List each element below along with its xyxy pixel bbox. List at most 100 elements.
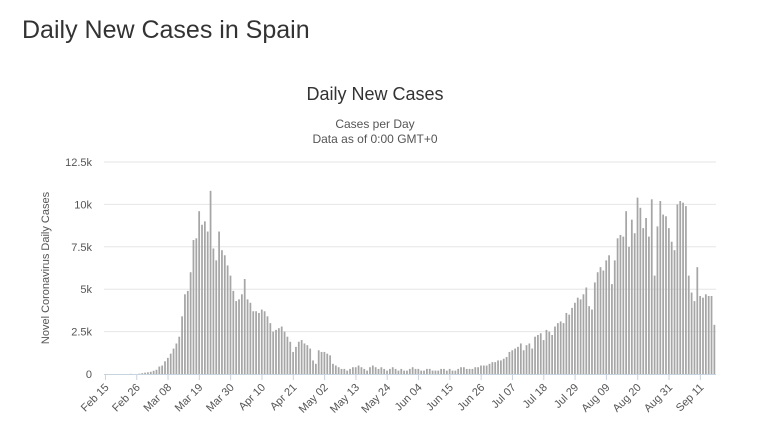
bar (480, 365, 482, 374)
bar (702, 297, 704, 374)
bar (599, 267, 602, 374)
bar (169, 353, 172, 374)
bar (383, 368, 386, 374)
bar (633, 233, 636, 374)
bar (508, 351, 511, 374)
bar (482, 365, 485, 374)
bar (229, 275, 232, 374)
bar (667, 228, 670, 374)
bar (417, 368, 420, 374)
bar (192, 240, 195, 374)
bar (152, 370, 155, 374)
bar (263, 311, 266, 374)
bar (314, 363, 317, 374)
bar (511, 350, 514, 374)
bar (309, 348, 312, 374)
bar (539, 333, 542, 374)
y-tick-label: 5k (80, 284, 92, 296)
bar (240, 294, 243, 374)
bar (326, 353, 329, 374)
bar (457, 368, 460, 374)
bar (249, 302, 252, 374)
bar (317, 350, 320, 374)
bar (269, 323, 272, 374)
bar (352, 367, 354, 374)
bar (531, 348, 534, 374)
bar (215, 260, 218, 374)
bar (184, 294, 186, 374)
bar (334, 365, 337, 374)
bar (158, 366, 161, 374)
bar (357, 365, 360, 374)
x-tick-label: Apr 10 (237, 382, 268, 413)
x-tick-label: Sep 11 (674, 382, 707, 415)
bar (528, 343, 531, 374)
x-tick-label: Apr 21 (268, 382, 299, 413)
bar (502, 358, 505, 374)
bar (554, 326, 556, 374)
bar (371, 365, 374, 374)
bar (448, 368, 451, 374)
bar (189, 272, 192, 374)
bar (639, 207, 642, 374)
y-axis-label: Novel Coronavirus Daily Cases (40, 191, 52, 344)
bar (346, 370, 349, 374)
x-tick-label: Feb 15 (79, 382, 112, 415)
bar (320, 351, 323, 374)
y-tick-label: 10k (74, 199, 92, 211)
bar (630, 219, 633, 374)
bar (380, 367, 383, 374)
bar (369, 367, 371, 374)
bar (670, 241, 673, 374)
bar (323, 351, 326, 374)
chart-subtitle-line2: Data as of 0:00 GMT+0 (312, 132, 437, 146)
bar (147, 372, 149, 374)
bar (619, 234, 622, 374)
bar (277, 328, 280, 374)
bar (386, 370, 388, 374)
bar (374, 367, 377, 374)
bar (625, 211, 628, 374)
bars (129, 190, 716, 374)
bar (463, 367, 465, 374)
bar (195, 238, 198, 374)
bar (354, 367, 357, 374)
bar (149, 371, 152, 374)
bar (283, 331, 286, 374)
bar (172, 348, 175, 374)
bar (389, 368, 391, 374)
x-tick-label: May 02 (297, 382, 331, 416)
bar (366, 370, 368, 374)
bar (707, 295, 710, 374)
x-tick-label: Aug 20 (611, 382, 644, 415)
bar (377, 368, 380, 374)
bar (420, 370, 423, 374)
bar (397, 370, 400, 374)
bar (611, 284, 613, 374)
bar (636, 197, 639, 374)
bar (266, 316, 269, 374)
bar (656, 226, 659, 374)
bar (340, 368, 343, 374)
bar (585, 287, 588, 374)
bar (477, 367, 479, 374)
bar (505, 357, 508, 374)
bar (235, 301, 238, 374)
bar (141, 373, 144, 374)
bar (662, 214, 665, 374)
bar (295, 346, 297, 374)
x-tick-label: Aug 31 (642, 382, 675, 415)
y-tick-label: 2.5k (71, 327, 92, 339)
bar (659, 201, 662, 374)
bar (608, 255, 610, 374)
bar (332, 363, 334, 374)
chart-title: Daily New Cases (306, 84, 443, 104)
bar (562, 323, 565, 374)
bar (181, 316, 183, 374)
bar (411, 367, 414, 374)
bar (650, 199, 653, 374)
bar (653, 275, 656, 374)
bar (704, 294, 707, 374)
bar (622, 236, 625, 374)
bar (443, 368, 445, 374)
